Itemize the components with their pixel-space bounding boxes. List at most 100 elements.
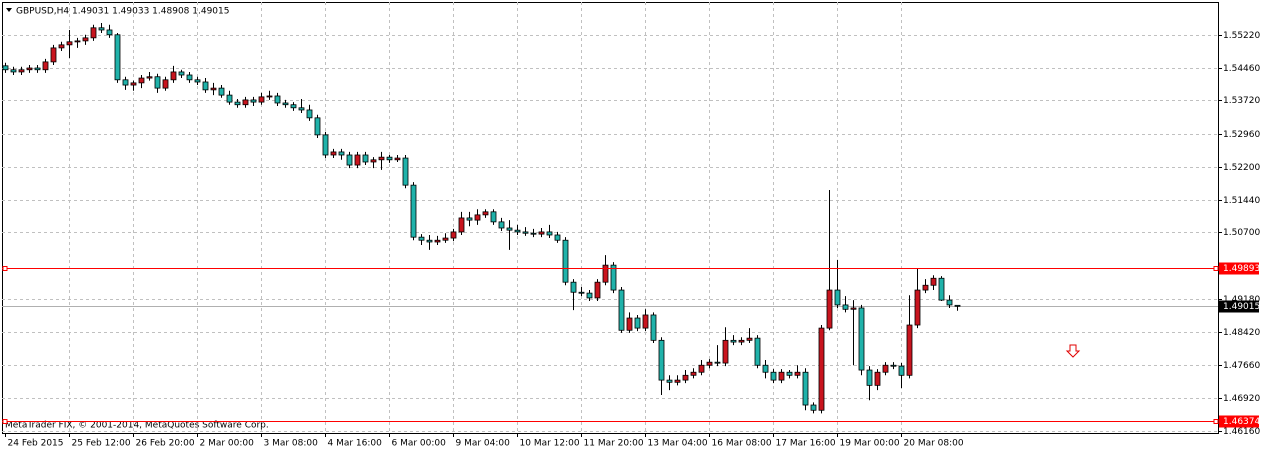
candle-body [570,281,577,293]
x-tick-label: 20 Mar 08:00 [904,439,964,449]
candle-body [538,231,545,235]
candle-body [266,95,273,98]
candle-body [290,104,297,109]
candle-body [922,284,929,291]
y-tick-label: 1.51440 [1223,196,1260,206]
candle-body [130,82,137,86]
candle-body [898,365,905,376]
candle-body [666,379,673,383]
y-tick-label: 1.48420 [1223,328,1260,338]
candle-body [698,364,705,373]
candle-body [394,157,401,161]
candle-body [242,99,249,106]
candle-body [546,231,553,236]
x-tick-label: 24 Feb 2015 [8,439,64,449]
candle-body [10,69,17,73]
candle-body [34,67,41,71]
candle-body [234,101,241,106]
candle-body [162,79,169,89]
candle-body [498,221,505,229]
price-label-box [1219,300,1259,313]
candle-body [346,154,353,166]
candle-body [146,76,153,79]
candle-body [186,74,193,81]
candle-body [770,371,777,381]
candle-body [738,339,745,343]
level-handle [2,419,8,424]
y-tick-label: 1.46920 [1223,394,1260,404]
level-handle [2,266,8,271]
candle-body [226,94,233,103]
candle-body [866,369,873,386]
candle-body [418,236,425,241]
candle-body [442,237,449,241]
candle-body [282,102,289,106]
candle-body [258,96,265,103]
y-tick-label: 1.54460 [1223,64,1260,74]
candle-body [850,307,857,310]
candle-body [690,371,697,376]
candle-body [730,339,737,343]
title-triangle [6,8,12,12]
x-tick-label: 4 Mar 16:00 [328,439,383,449]
candle-body [634,317,641,329]
marks [2,22,961,414]
level-label-box [1219,415,1259,428]
candle-body [466,217,473,221]
candle-body [562,239,569,283]
y-tick-label: 1.52200 [1223,163,1260,173]
x-tick-label: 10 Mar 12:00 [520,439,580,449]
x-tick-label: 25 Feb 12:00 [72,439,131,449]
candle-body [370,159,377,163]
candle-body [386,156,393,161]
candle-body [914,289,921,326]
candle-body [578,291,585,294]
candle-body [90,27,97,39]
candle-body [218,87,225,96]
candle-body [362,154,369,163]
candle-body [378,156,385,161]
candle-body [122,79,129,86]
plot-frame [2,2,1219,434]
candle-body [954,304,961,307]
candle-body [754,337,761,366]
candle-body [274,95,281,104]
candle-body [74,40,81,43]
candle-body [602,264,609,283]
y-tick-label: 1.49180 [1223,295,1260,305]
x-tick-label: 13 Mar 04:00 [648,439,708,449]
candle-body [594,281,601,299]
candle-body [802,371,809,406]
candle-body [946,299,953,306]
x-tick-label: 6 Mar 00:00 [392,439,447,449]
candle-body [938,277,945,301]
candle-body [82,37,89,42]
candle-body [18,69,25,73]
candle-body [930,277,937,286]
chart-title: GBPUSD,H4 1.49031 1.49033 1.48908 1.4901… [16,7,229,17]
candle-body [106,29,113,36]
x-tick-label: 11 Mar 20:00 [584,439,644,449]
x-tick-label: 26 Feb 20:00 [136,439,195,449]
candle-body [786,371,793,376]
price-label: 1.49015 [1223,302,1260,312]
candle-body [586,292,593,299]
candle-body [826,289,833,329]
candle-body [706,361,713,366]
candle-body [890,364,897,367]
candle-body [810,404,817,411]
candle-body [354,154,361,166]
y-tick-label: 1.55220 [1223,31,1260,41]
candle-body [762,364,769,373]
level-label: 1.46374 [1223,417,1260,427]
level-handle [1213,419,1219,424]
candle-body [170,71,177,81]
x-tick-label: 16 Mar 08:00 [712,439,772,449]
level-handle [1213,266,1219,271]
grid [2,2,1218,433]
candle-body [42,61,49,71]
candle-body [450,231,457,239]
x-tick-label: 17 Mar 16:00 [776,439,836,449]
